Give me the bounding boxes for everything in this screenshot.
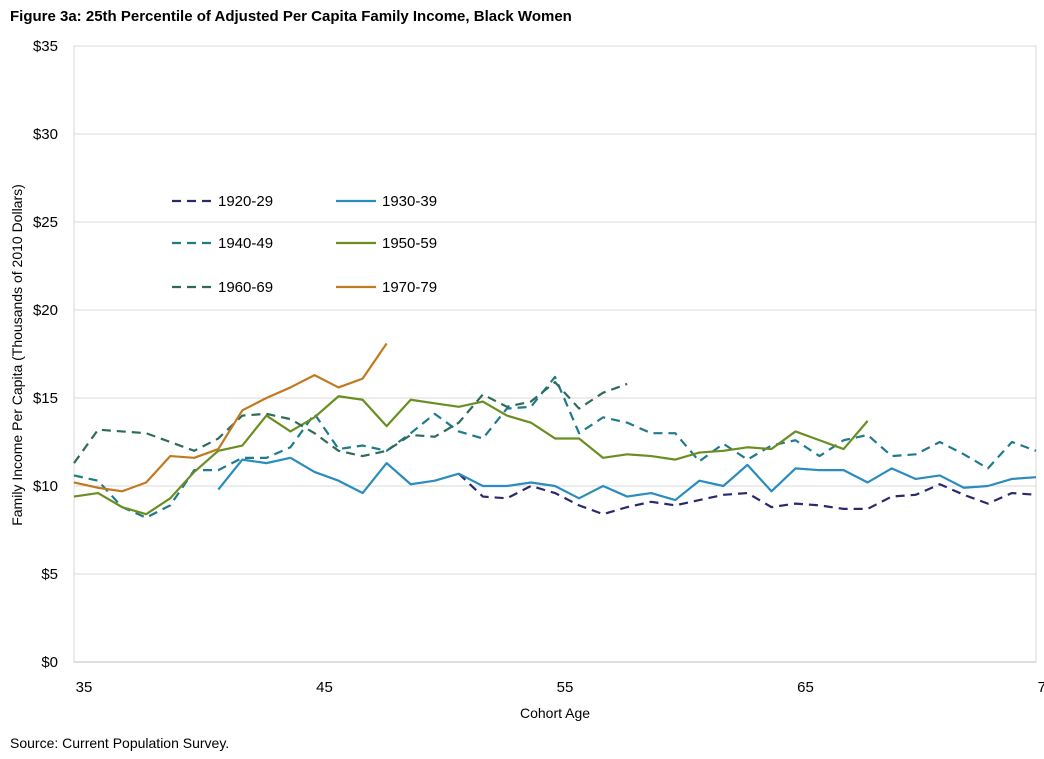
series-line-1930-39 xyxy=(217,456,1037,502)
legend: 1920-29 1930-39 1940-49 1950-59 1960-69 1970-… xyxy=(172,193,437,296)
series-line-1920-29 xyxy=(458,472,1037,516)
y-tick-label: $15 xyxy=(33,390,58,407)
y-tick-label: $0 xyxy=(41,654,58,671)
legend-label: 1970-79 xyxy=(382,279,437,296)
legend-label: 1960-69 xyxy=(218,279,273,296)
y-tick-label: $5 xyxy=(41,566,58,583)
source-note: Source: Current Population Survey. xyxy=(10,735,230,751)
x-tick-label: 45 xyxy=(316,679,333,696)
legend-label: 1930-39 xyxy=(382,193,437,210)
x-tick-label: 65 xyxy=(797,679,814,696)
legend-label: 1920-29 xyxy=(218,193,273,210)
series-line-1950-59 xyxy=(73,395,869,516)
x-tick-label: 75 xyxy=(1038,679,1044,696)
x-axis-label: Cohort Age xyxy=(520,705,590,721)
y-tick-label: $25 xyxy=(33,214,58,231)
series-line-1940-49 xyxy=(73,375,1037,519)
y-tick-label: $30 xyxy=(33,126,58,143)
gridlines xyxy=(74,45,1036,663)
y-axis-label: Family Income Per Capita (Thousands of 2… xyxy=(9,184,25,526)
legend-label: 1950-59 xyxy=(382,235,437,252)
series-line-1960-69 xyxy=(73,381,628,464)
plot-area xyxy=(73,45,1037,663)
chart-title: Figure 3a: 25th Percentile of Adjusted P… xyxy=(10,8,572,25)
series-lines xyxy=(73,342,1037,519)
x-tick-label: 55 xyxy=(557,679,574,696)
series-line-1970-79 xyxy=(73,342,388,493)
y-tick-label: $10 xyxy=(33,478,58,495)
y-axis-tick-labels: $0 $5 $10 $15 $20 $25 $30 $35 xyxy=(33,38,58,671)
plot-border xyxy=(73,45,1037,663)
y-tick-label: $35 xyxy=(33,38,58,55)
x-tick-label: 35 xyxy=(76,679,93,696)
y-tick-label: $20 xyxy=(33,302,58,319)
x-axis-tick-labels: 35 45 55 65 75 xyxy=(76,679,1044,696)
legend-label: 1940-49 xyxy=(218,235,273,252)
